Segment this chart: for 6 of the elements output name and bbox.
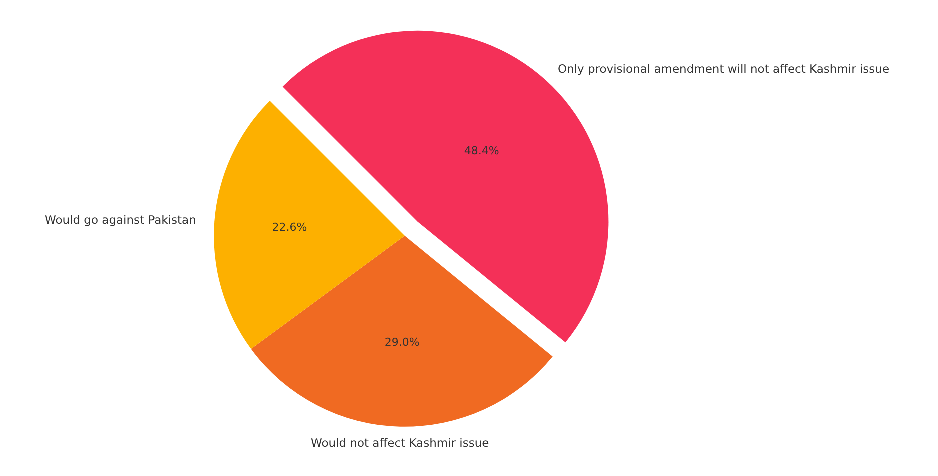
slice-label: Would go against Pakistan xyxy=(45,213,196,227)
slice-label: Would not affect Kashmir issue xyxy=(311,436,490,450)
slice-label: Only provisional amendment will not affect Kashmir issue xyxy=(558,62,890,76)
data-label: 29.0% xyxy=(384,336,420,350)
data-label: 22.6% xyxy=(272,220,308,234)
data-label: 48.4% xyxy=(464,144,500,158)
